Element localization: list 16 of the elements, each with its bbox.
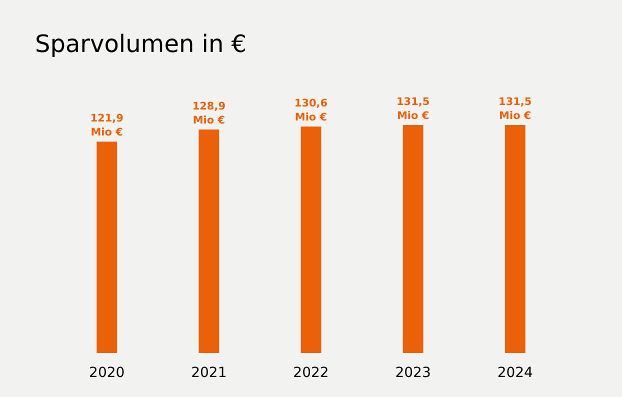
data-label: 131,5 Mio €: [396, 96, 430, 122]
data-label: 130,6 Mio €: [294, 98, 328, 124]
chart-title: Sparvolumen in €: [35, 30, 247, 58]
data-label: 128,9 Mio €: [192, 100, 226, 127]
bar: [504, 125, 526, 353]
data-label: 121,9 Mio €: [90, 112, 124, 139]
x-tick-label: 2022: [293, 365, 329, 381]
x-tick-label: 2024: [497, 365, 534, 381]
bar: [198, 130, 220, 353]
x-tick-label: 2021: [191, 365, 227, 381]
bar: [96, 142, 118, 353]
x-tick-label: 2020: [89, 365, 125, 381]
bar: [300, 126, 322, 353]
x-tick-label: 2023: [395, 365, 431, 381]
bar: [402, 125, 424, 353]
data-label: 131,5 Mio €: [498, 96, 532, 122]
